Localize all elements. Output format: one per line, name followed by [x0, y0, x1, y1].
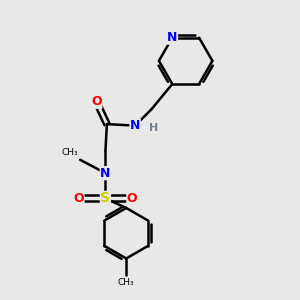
- Text: O: O: [91, 95, 102, 108]
- Text: O: O: [74, 192, 84, 205]
- Text: N: N: [167, 31, 178, 44]
- Text: CH₃: CH₃: [61, 148, 78, 158]
- Text: CH₃: CH₃: [118, 278, 134, 287]
- Text: N: N: [100, 167, 111, 180]
- Text: O: O: [127, 192, 137, 205]
- Text: S: S: [100, 191, 110, 206]
- Text: N: N: [130, 119, 140, 132]
- Text: H: H: [148, 123, 158, 133]
